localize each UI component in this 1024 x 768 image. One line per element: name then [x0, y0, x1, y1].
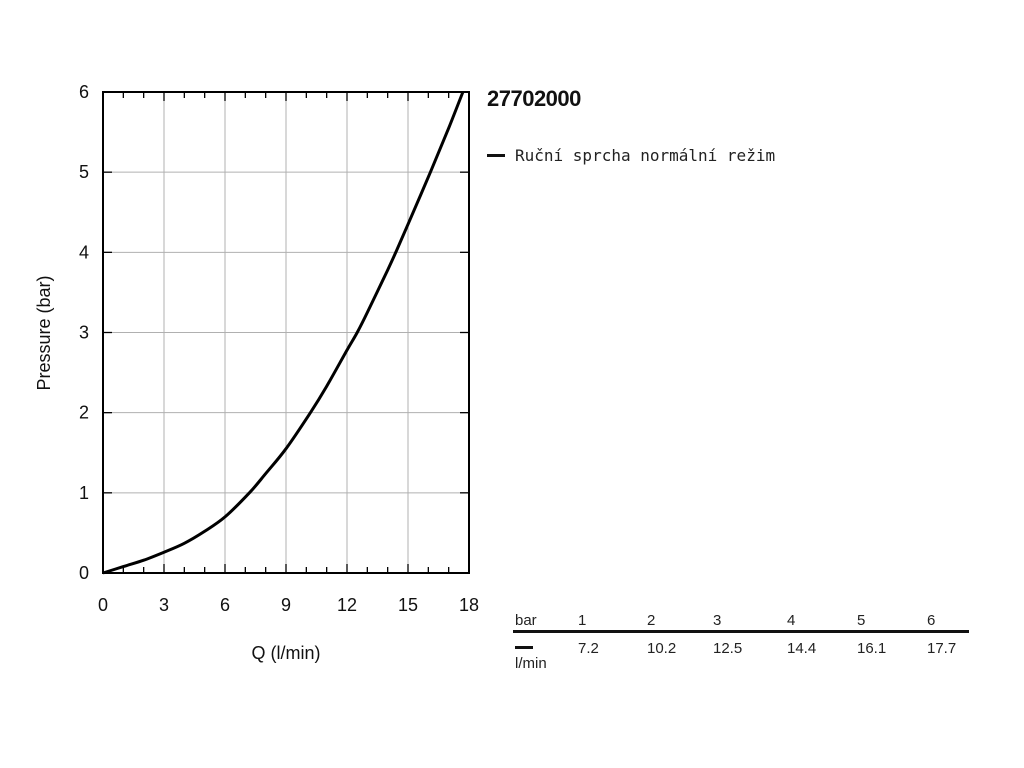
x-tick-label: 12	[337, 595, 357, 615]
plot-frame	[102, 91, 470, 574]
table-cell-lmin-4: 14.4	[787, 640, 817, 657]
y-tick-label: 1	[79, 483, 89, 503]
y-tick-label: 2	[79, 403, 89, 423]
x-tick-label: 3	[159, 595, 169, 615]
table-cell-lmin-6: 17.7	[927, 640, 957, 657]
pressure-curve	[102, 91, 465, 575]
table-cell-lmin-2: 10.2	[647, 640, 677, 657]
table-cell-bar-4: 4	[787, 612, 796, 629]
table-row-label-lmin: l/min	[515, 655, 547, 672]
x-tick-label: 9	[281, 595, 291, 615]
grid-lines	[103, 92, 469, 573]
y-tick-label: 0	[79, 563, 89, 583]
legend: Ruční sprcha normální režim	[487, 146, 775, 165]
table-cell-lmin-5: 16.1	[857, 640, 887, 657]
table-cell-bar-1: 1	[578, 612, 587, 629]
x-tick-label: 18	[459, 595, 479, 615]
y-tick-label: 6	[79, 82, 89, 102]
table-cell-bar-6: 6	[927, 612, 936, 629]
table-cell-lmin-3: 12.5	[713, 640, 743, 657]
y-tick-label: 4	[79, 242, 89, 262]
table-row-label-bar: bar	[515, 612, 537, 629]
x-tick-label: 0	[98, 595, 108, 615]
y-tick-label: 5	[79, 162, 89, 182]
y-axis-label: Pressure (bar)	[34, 275, 54, 390]
y-tick-label: 3	[79, 323, 89, 343]
model-number: 27702000	[487, 86, 581, 111]
x-axis-label: Q (l/min)	[252, 643, 321, 663]
x-tick-labels: 0 3 6 9 12 15 18	[98, 595, 479, 615]
x-tick-label: 6	[220, 595, 230, 615]
table-series-mark	[515, 646, 533, 649]
flow-rate-table: bar l/min 1 7.2 2 10.2 3 12.5 4 14.4 5 1…	[513, 612, 969, 676]
legend-label: Ruční sprcha normální režim	[515, 146, 776, 165]
table-cell-bar-5: 5	[857, 612, 866, 629]
x-tick-label: 15	[398, 595, 418, 615]
y-tick-labels: 0 1 2 3 4 5 6	[79, 82, 89, 583]
table-divider	[513, 630, 969, 633]
table-cell-bar-3: 3	[713, 612, 722, 629]
table-cell-bar-2: 2	[647, 612, 656, 629]
table-cell-lmin-1: 7.2	[578, 640, 599, 657]
legend-line-swatch	[487, 154, 505, 157]
